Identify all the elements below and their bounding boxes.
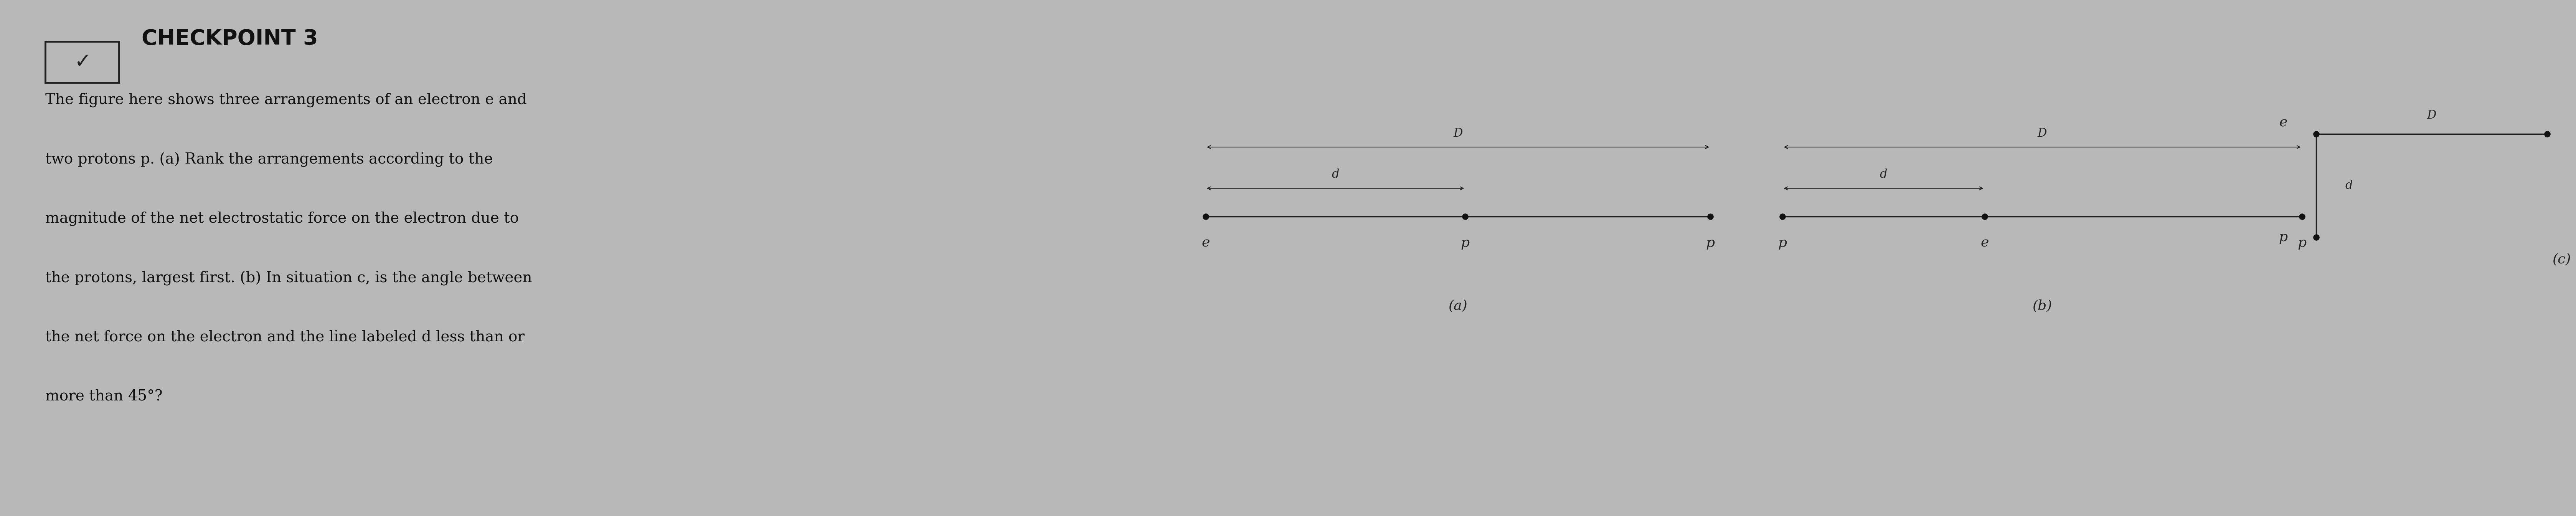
Text: magnitude of the net electrostatic force on the electron due to: magnitude of the net electrostatic force…: [46, 212, 518, 226]
Point: [2282, 213, 2324, 221]
Text: d: d: [2344, 180, 2352, 192]
Text: e: e: [1981, 236, 1989, 249]
Text: (c): (c): [2553, 253, 2571, 266]
Text: p: p: [2280, 231, 2287, 244]
Point: [2527, 130, 2568, 138]
Text: e: e: [1200, 236, 1211, 249]
Text: (b): (b): [2032, 299, 2053, 312]
Point: [1185, 213, 1226, 221]
Point: [2295, 130, 2336, 138]
Text: two protons p. (a) Rank the arrangements according to the: two protons p. (a) Rank the arrangements…: [46, 152, 492, 167]
Text: p: p: [1777, 236, 1788, 249]
Text: d: d: [1880, 169, 1888, 181]
Point: [1963, 213, 2004, 221]
Text: the net force on the electron and the line labeled d less than or: the net force on the electron and the li…: [46, 330, 526, 345]
Point: [2295, 233, 2336, 241]
Text: (a): (a): [1448, 299, 1468, 312]
Text: D: D: [1453, 127, 1463, 139]
Text: D: D: [2427, 109, 2437, 121]
Text: e: e: [2280, 116, 2287, 129]
Text: p: p: [1705, 236, 1716, 249]
Text: The figure here shows three arrangements of an electron e and: The figure here shows three arrangements…: [46, 93, 528, 107]
Text: p: p: [2298, 236, 2306, 249]
Text: p: p: [1461, 236, 1471, 249]
Text: more than 45°?: more than 45°?: [46, 390, 162, 404]
Text: d: d: [1332, 169, 1340, 181]
Text: D: D: [2038, 127, 2048, 139]
Bar: [46, 41, 118, 83]
Text: CHECKPOINT 3: CHECKPOINT 3: [142, 28, 317, 49]
Point: [1762, 213, 1803, 221]
Point: [1690, 213, 1731, 221]
Point: [1445, 213, 1486, 221]
Text: ✓: ✓: [75, 52, 90, 72]
Text: the protons, largest first. (b) In situation c, is the angle between: the protons, largest first. (b) In situa…: [46, 271, 533, 286]
